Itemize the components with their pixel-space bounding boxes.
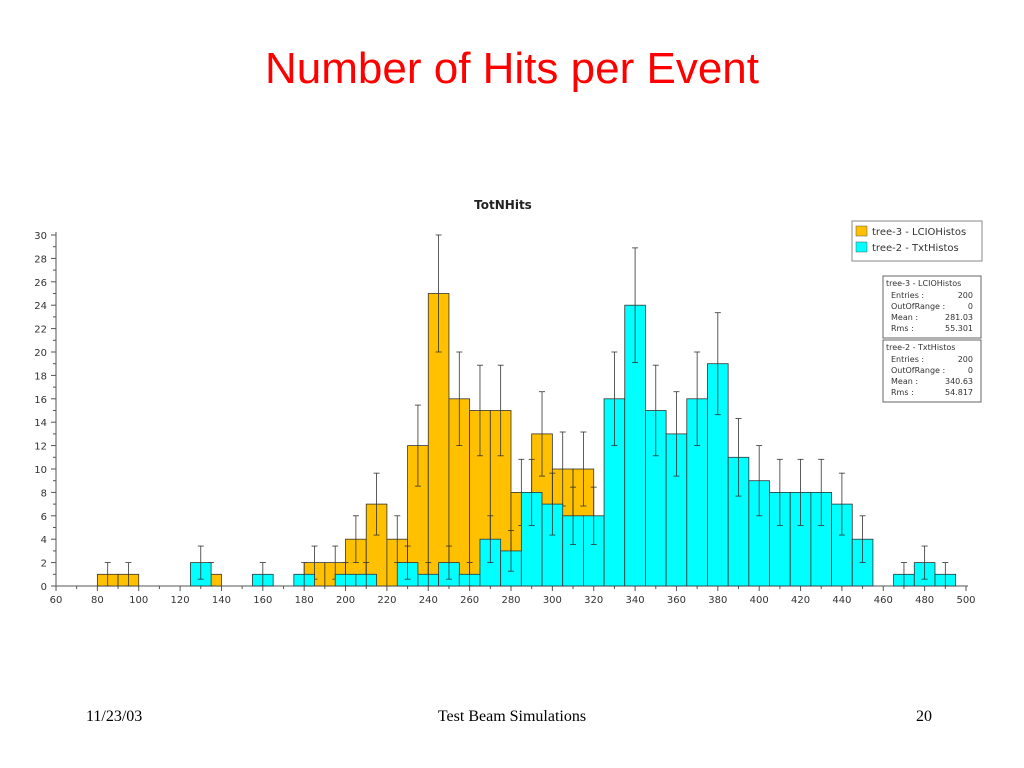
legend-box: [851, 220, 983, 262]
x-tick-label: 460: [874, 595, 893, 606]
y-tick-label: 26: [34, 278, 47, 289]
y-tick-label: 20: [34, 348, 47, 359]
stats-value: 0: [968, 302, 973, 311]
footer-title: Test Beam Simulations: [437, 708, 587, 725]
legend-label-2: tree-2 - TxtHistos: [872, 243, 959, 254]
y-tick-label: 4: [41, 535, 47, 546]
stats-value: 200: [958, 355, 973, 364]
stats-label: Mean :: [891, 377, 918, 386]
x-tick-label: 260: [460, 595, 479, 606]
y-tick-label: 14: [34, 418, 47, 429]
legend-swatch-1: [855, 225, 868, 237]
x-tick-label: 240: [419, 595, 438, 606]
chart-title: TotNHits: [474, 198, 532, 212]
y-tick-label: 30: [34, 231, 47, 242]
x-tick-label: 360: [667, 595, 686, 606]
y-tick-label: 12: [34, 442, 47, 453]
x-tick-label: 220: [377, 595, 396, 606]
stats-value: 0: [968, 366, 973, 375]
y-tick-label: 6: [41, 512, 47, 523]
stats-box-1: [882, 275, 982, 339]
y-tick-label: 16: [34, 395, 47, 406]
slide-title: Number of Hits per Event: [265, 44, 759, 93]
y-tick-label: 0: [41, 582, 47, 593]
y-tick-label: 18: [34, 371, 47, 382]
x-tick-label: 400: [750, 595, 769, 606]
footer-date: 11/23/03: [86, 708, 143, 725]
y-tick-label: 10: [34, 465, 47, 476]
y-tick-label: 22: [34, 325, 47, 336]
x-tick-label: 160: [253, 595, 272, 606]
stats-value: 340.63: [945, 377, 973, 386]
stats-label: OutOfRange :: [891, 302, 945, 311]
y-tick-label: 2: [41, 559, 47, 570]
stats-value: 54.817: [945, 388, 973, 397]
x-tick-label: 120: [171, 595, 190, 606]
y-tick-label: 24: [34, 301, 47, 312]
x-tick-label: 80: [91, 595, 104, 606]
stats-value: 55.301: [945, 324, 973, 333]
x-tick-label: 380: [708, 595, 727, 606]
stats-label: Rms :: [891, 324, 914, 333]
stats-box-2: [882, 339, 982, 403]
x-tick-label: 500: [956, 595, 975, 606]
x-tick-label: 480: [915, 595, 934, 606]
stats-label: Rms :: [891, 388, 914, 397]
legend-label-1: tree-3 - LCIOHistos: [872, 227, 966, 238]
x-tick-label: 140: [212, 595, 231, 606]
x-tick-label: 280: [501, 595, 520, 606]
stats-box-title: tree-3 - LCIOHistos: [886, 279, 961, 288]
x-tick-label: 180: [295, 595, 314, 606]
stats-label: OutOfRange :: [891, 366, 945, 375]
stats-box-title: tree-2 - TxtHistos: [886, 343, 955, 352]
stats-label: Mean :: [891, 313, 918, 322]
y-tick-label: 8: [41, 488, 47, 499]
stats-label: Entries :: [891, 355, 924, 364]
x-tick-label: 200: [336, 595, 355, 606]
x-tick-label: 340: [626, 595, 645, 606]
x-tick-label: 320: [584, 595, 603, 606]
legend-swatch-2: [855, 241, 868, 253]
stats-value: 281.03: [945, 313, 973, 322]
x-tick-label: 420: [791, 595, 810, 606]
x-tick-label: 100: [129, 595, 148, 606]
stats-value: 200: [958, 291, 973, 300]
x-tick-label: 300: [543, 595, 562, 606]
x-tick-label: 60: [50, 595, 63, 606]
y-tick-label: 28: [34, 254, 47, 265]
stats-label: Entries :: [891, 291, 924, 300]
x-tick-label: 440: [832, 595, 851, 606]
footer-page-number: 20: [916, 708, 932, 725]
